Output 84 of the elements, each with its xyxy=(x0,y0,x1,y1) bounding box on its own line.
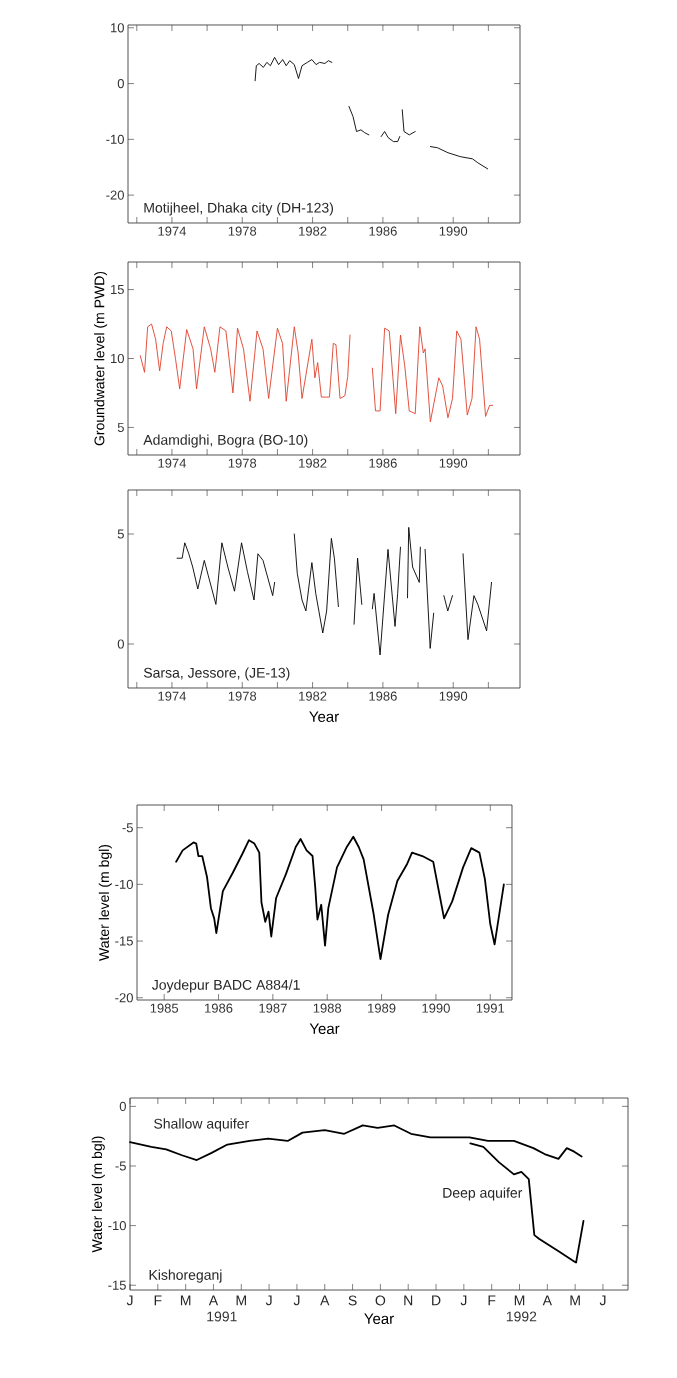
text: A xyxy=(208,1295,219,1306)
text: F xyxy=(488,1295,496,1306)
x-tick-label: 1986 xyxy=(369,458,397,468)
x-tick-label: 1982 xyxy=(299,226,327,236)
x-tick-label: 1982 xyxy=(299,458,327,468)
y-tick-label: 0 xyxy=(117,78,124,89)
x-tick-label: 1974 xyxy=(158,226,187,236)
text: M xyxy=(514,1295,525,1306)
line-series xyxy=(371,546,401,656)
y-axis-title: Water level (m bgl) xyxy=(98,844,112,961)
x-tick-label: 1990 xyxy=(439,226,468,236)
text: A xyxy=(542,1295,552,1306)
line-series xyxy=(371,326,494,423)
x-tick-label: 1978 xyxy=(228,691,257,701)
y-tick-label: 5 xyxy=(117,529,124,539)
line-series xyxy=(293,533,339,634)
y-tick-label: -15 xyxy=(108,1280,126,1290)
x-tick-label: 1974 xyxy=(158,458,187,468)
y-tick-label: -20 xyxy=(115,993,133,1003)
x-tick-label: 1978 xyxy=(228,226,257,236)
text: O xyxy=(375,1295,386,1306)
x-axis-title: Year xyxy=(309,1023,340,1035)
line-series xyxy=(175,835,505,961)
text: M xyxy=(180,1295,191,1306)
text: J xyxy=(599,1295,606,1306)
y-tick-label: 5 xyxy=(117,422,124,432)
x-axis-title: Year xyxy=(309,711,339,722)
x-tick-label: 1991 xyxy=(207,1311,237,1322)
x-tick-label: 1989 xyxy=(368,1003,396,1013)
series-label: Shallow aquifer xyxy=(154,1118,249,1132)
y-tick-label: 15 xyxy=(111,285,124,295)
text: M xyxy=(236,1295,246,1306)
x-axis-title: Year xyxy=(364,1313,394,1325)
y-tick-label: -5 xyxy=(115,1161,126,1171)
x-tick-label: 1986 xyxy=(369,226,397,236)
series-label: Deep aquifer xyxy=(443,1187,523,1201)
y-tick-label: -10 xyxy=(108,1221,126,1231)
text: A xyxy=(320,1295,330,1306)
y-axis-title: Water level (m bgl) xyxy=(91,1136,105,1253)
y-tick-label: 0 xyxy=(117,639,124,649)
text: D xyxy=(432,1295,441,1306)
x-tick-label: 1991 xyxy=(476,1003,505,1013)
text: Motijheel, Dhaka city (DH-123) xyxy=(144,202,334,216)
y-tick-label: -5 xyxy=(122,823,133,833)
y-tick-label: 10 xyxy=(111,353,124,364)
x-tick-label: 1990 xyxy=(422,1003,450,1013)
line-series xyxy=(462,553,492,641)
line-series xyxy=(348,105,370,136)
x-tick-label: 1992 xyxy=(506,1311,537,1322)
x-tick-label: 1978 xyxy=(228,458,257,468)
line-series xyxy=(407,526,421,599)
text: M xyxy=(570,1295,580,1306)
text: J xyxy=(265,1295,272,1306)
x-tick-label: 1974 xyxy=(158,691,187,701)
x-tick-label: 1990 xyxy=(439,691,468,701)
text: S xyxy=(348,1295,357,1306)
text: J xyxy=(293,1295,300,1306)
x-tick-label: 1987 xyxy=(259,1003,287,1013)
text: J xyxy=(460,1295,467,1306)
x-tick-label: 1982 xyxy=(299,691,327,701)
y-tick-label: -15 xyxy=(115,936,133,946)
x-tick-label: 1988 xyxy=(313,1003,342,1013)
line-series xyxy=(254,56,333,82)
y-tick-label: 0 xyxy=(119,1101,126,1111)
y-tick-label: -20 xyxy=(106,190,124,200)
x-tick-label: 1985 xyxy=(150,1003,179,1013)
line-series xyxy=(429,146,489,170)
line-series xyxy=(176,542,276,605)
x-tick-label: 1986 xyxy=(205,1003,233,1013)
text: Kishoreganj xyxy=(149,1269,222,1283)
x-tick-label: 1990 xyxy=(439,458,468,468)
y-tick-label: 10 xyxy=(111,23,124,33)
y-tick-label: -10 xyxy=(106,134,124,144)
text: J xyxy=(126,1295,133,1306)
x-tick-label: 1986 xyxy=(369,691,397,701)
text: Joydepur BADC A884/1 xyxy=(152,979,300,993)
text: F xyxy=(154,1295,162,1306)
y-tick-label: -10 xyxy=(115,879,133,889)
line-series xyxy=(139,323,351,402)
text: Sarsa, Jessore, (JE-13) xyxy=(143,667,290,681)
text: N xyxy=(404,1295,413,1306)
line-series xyxy=(380,131,401,143)
text: Adamdighi, Bogra (BO-10) xyxy=(143,434,308,448)
y-axis-title: Groundwater level (m PWD) xyxy=(94,271,108,446)
